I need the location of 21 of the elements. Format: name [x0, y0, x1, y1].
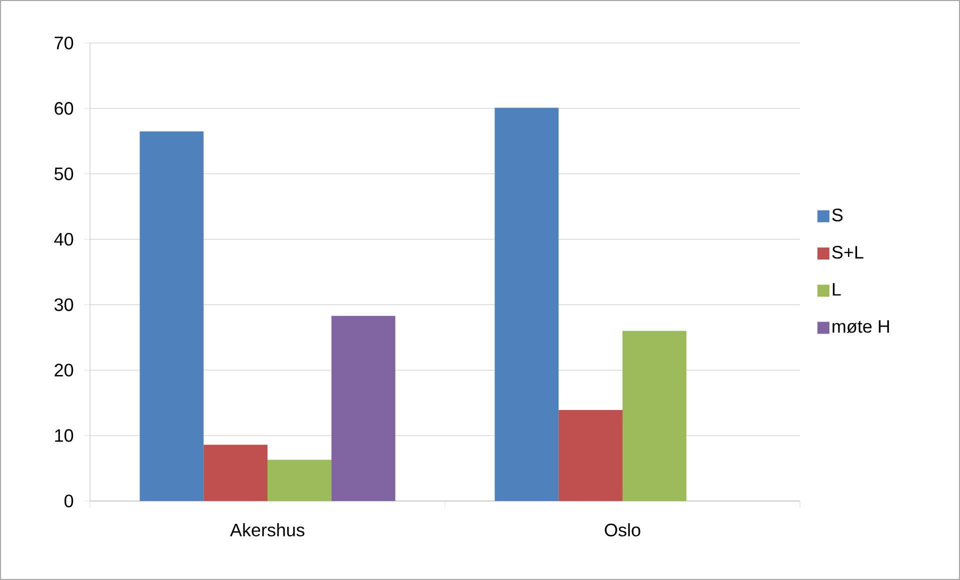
- legend-label: L: [832, 283, 841, 296]
- y-tick-label: 50: [54, 167, 74, 180]
- bar: [558, 410, 623, 501]
- legend-label: S: [832, 208, 843, 222]
- bar: [268, 460, 332, 501]
- bar: [140, 131, 204, 501]
- y-tick-label: 30: [54, 298, 74, 312]
- y-tick-label: 60: [54, 102, 74, 115]
- y-tick-label: 70: [54, 36, 74, 50]
- bar: [494, 108, 559, 501]
- y-tick-label: 20: [54, 364, 74, 376]
- x-tick-label: Akershus: [230, 523, 304, 536]
- x-tick-label: Oslo: [604, 523, 640, 536]
- legend-label: S+L: [832, 246, 864, 259]
- legend-label: møte H: [832, 320, 889, 333]
- y-tick-label: 40: [54, 232, 74, 246]
- y-tick-label: 10: [55, 429, 74, 442]
- bar: [204, 444, 268, 501]
- y-tick-label: 0: [64, 494, 74, 508]
- bar: [331, 316, 396, 501]
- bar: [622, 330, 686, 501]
